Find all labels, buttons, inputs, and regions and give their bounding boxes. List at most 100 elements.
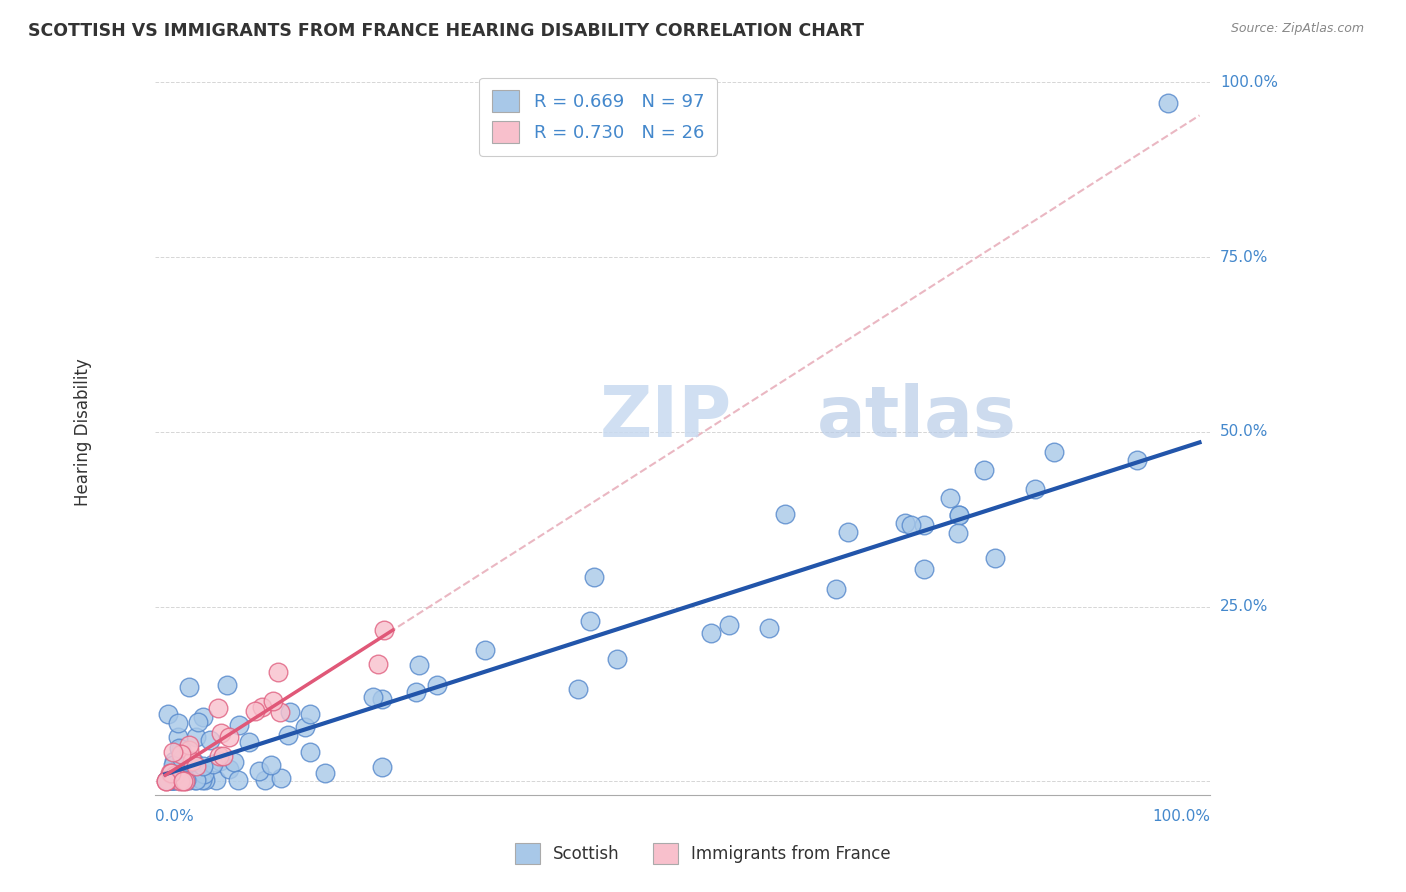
Point xyxy=(984,551,1007,566)
Point xyxy=(205,772,228,787)
Point xyxy=(912,518,935,533)
Point xyxy=(270,771,292,785)
Point xyxy=(166,731,188,745)
Point xyxy=(218,762,240,776)
Point xyxy=(169,772,191,787)
Point xyxy=(912,562,935,576)
Point xyxy=(426,678,449,692)
Point xyxy=(209,726,232,740)
Point xyxy=(606,651,628,665)
Point xyxy=(184,772,207,787)
Point xyxy=(405,685,427,699)
Point xyxy=(155,773,177,788)
Point xyxy=(163,768,186,782)
Point xyxy=(758,621,780,635)
Point xyxy=(177,742,200,756)
Point xyxy=(163,772,186,787)
Point xyxy=(169,773,191,788)
Point xyxy=(1024,482,1046,496)
Point xyxy=(157,707,180,722)
Point xyxy=(170,752,193,766)
Text: 0.0%: 0.0% xyxy=(155,809,194,824)
Point xyxy=(173,759,195,773)
Point xyxy=(160,766,183,780)
Point xyxy=(169,772,191,787)
Point xyxy=(567,682,589,697)
Point xyxy=(973,463,995,477)
Text: 75.0%: 75.0% xyxy=(1220,250,1268,265)
Point xyxy=(170,747,193,761)
Point xyxy=(267,665,290,679)
Point xyxy=(367,657,389,671)
Point xyxy=(208,754,231,768)
Point xyxy=(184,758,207,772)
Point xyxy=(191,772,214,787)
Point xyxy=(162,769,184,783)
Point xyxy=(163,769,186,783)
Text: SCOTTISH VS IMMIGRANTS FROM FRANCE HEARING DISABILITY CORRELATION CHART: SCOTTISH VS IMMIGRANTS FROM FRANCE HEARI… xyxy=(28,22,865,40)
Point xyxy=(174,772,197,787)
Point xyxy=(269,705,291,719)
Point xyxy=(1126,452,1149,467)
Point xyxy=(162,772,184,787)
Text: Hearing Disability: Hearing Disability xyxy=(73,358,91,506)
Point xyxy=(157,772,180,787)
Point xyxy=(583,570,606,584)
Point xyxy=(948,525,970,540)
Point xyxy=(167,741,190,756)
Point xyxy=(177,772,200,787)
Point xyxy=(163,772,186,787)
Point xyxy=(578,614,600,628)
Point xyxy=(165,759,187,773)
Point xyxy=(159,772,181,787)
Point xyxy=(184,731,207,745)
Point xyxy=(373,623,395,637)
Point xyxy=(191,772,214,787)
Point xyxy=(207,701,229,715)
Point xyxy=(193,772,215,787)
Legend: R = 0.669   N = 97, R = 0.730   N = 26: R = 0.669 N = 97, R = 0.730 N = 26 xyxy=(479,78,717,156)
Point xyxy=(181,754,204,768)
Point xyxy=(169,766,191,780)
Point xyxy=(314,765,336,780)
Point xyxy=(250,700,273,714)
Point xyxy=(262,694,284,708)
Point xyxy=(200,733,222,747)
Point xyxy=(169,759,191,773)
Point xyxy=(222,755,245,769)
Point xyxy=(155,773,177,788)
Point xyxy=(156,772,179,787)
Point xyxy=(180,766,202,780)
Point xyxy=(173,772,195,787)
Point xyxy=(228,772,250,787)
Point xyxy=(900,518,922,533)
Point xyxy=(278,705,301,719)
Point xyxy=(717,617,740,632)
Point xyxy=(948,508,970,523)
Point xyxy=(218,730,240,744)
Point xyxy=(170,741,193,756)
Point xyxy=(184,772,207,787)
Point xyxy=(217,678,239,692)
Point xyxy=(238,735,260,749)
Point xyxy=(371,692,394,706)
Point xyxy=(162,745,184,759)
Point xyxy=(948,508,970,522)
Text: 100.0%: 100.0% xyxy=(1152,809,1209,824)
Point xyxy=(1157,96,1180,111)
Point xyxy=(173,772,195,787)
Legend: Scottish, Immigrants from France: Scottish, Immigrants from France xyxy=(508,837,898,871)
Point xyxy=(939,491,962,505)
Point xyxy=(837,525,859,540)
Point xyxy=(177,738,200,752)
Point xyxy=(193,767,215,781)
Text: ZIP: ZIP xyxy=(600,384,733,452)
Point xyxy=(202,756,225,771)
Point xyxy=(299,745,322,759)
Point xyxy=(183,755,205,769)
Point xyxy=(208,749,231,764)
Point xyxy=(228,718,250,732)
Point xyxy=(474,643,496,657)
Point xyxy=(159,772,181,787)
Point xyxy=(156,772,179,787)
